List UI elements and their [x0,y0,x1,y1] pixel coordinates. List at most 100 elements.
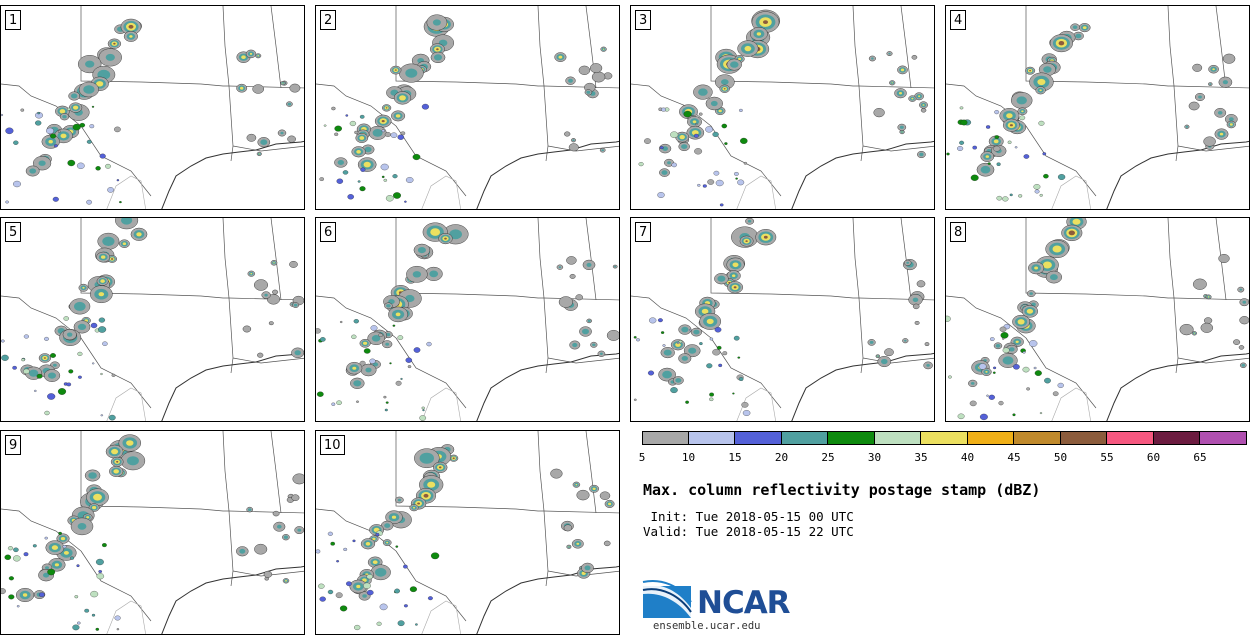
storm-cell [1034,266,1038,270]
storm-cells [638,9,928,207]
storm-cell [737,356,741,359]
storm-cell [126,456,139,466]
storm-cell [733,335,740,341]
storm-cell [633,336,637,339]
coastline [1106,140,1249,209]
storm-cell [253,279,268,291]
storm-cell [111,373,116,377]
state-border [543,510,619,514]
storm-cell [372,560,378,564]
storm-cell [319,177,324,181]
storm-cell [698,88,708,96]
storm-cell [405,357,413,363]
storm-cell [405,68,418,78]
ensemble-member-panel: 6 [315,217,620,422]
storm-cell [417,502,420,505]
colorbar-tick-label: 15 [728,451,742,464]
storm-cell [92,362,95,365]
storm-cell [363,161,371,168]
member-label: 7 [635,222,652,242]
storm-cell [381,175,385,179]
storm-cell [63,551,69,555]
storm-cell [53,144,58,148]
state-border [862,357,934,364]
storm-cell [608,502,612,506]
storm-cell [108,414,116,421]
storm-cell [116,179,120,182]
storm-cell [359,136,365,140]
storm-cell [395,545,399,548]
storm-cell [353,319,359,324]
storm-cell [732,392,735,395]
state-border [228,85,234,162]
storm-cell [21,358,25,362]
member-label: 3 [635,10,652,30]
storm-cell [1228,117,1234,122]
storm-cell [422,409,425,412]
valid-time: Valid: Tue 2018-05-15 22 UTC [643,524,854,539]
map-geography [1,218,304,421]
member-label: 6 [320,222,337,242]
state-border [900,218,912,301]
storm-cell [430,228,441,236]
storm-cell [661,107,666,112]
ensemble-member-panel: 10 [315,430,620,635]
storm-cell [586,262,592,267]
storm-cell [241,55,246,59]
storm-cell [316,549,321,554]
storm-cell [1188,101,1200,111]
storm-cell [763,20,768,24]
state-border [1167,218,1175,299]
storm-cell [1009,193,1013,197]
colorbar-swatch [1014,431,1061,445]
panel-map [1,6,304,209]
storm-cell [89,124,95,129]
storm-cell [70,556,75,560]
border-line [1051,175,1091,209]
storm-cell [1023,154,1030,159]
storm-cell [592,343,596,347]
storm-cell [74,301,86,311]
storm-cell [1044,377,1051,384]
storm-cell [359,186,366,192]
storm-cell [1192,278,1207,290]
storm-cell [77,523,87,530]
storm-cell [385,342,390,346]
map-geography [316,218,619,421]
storm-cell [1039,89,1042,92]
storm-cell [427,596,433,601]
storm-cell [1057,382,1064,388]
storm-cell [661,170,668,175]
storm-cell [409,586,417,593]
storm-cell [246,133,257,142]
storm-cell [743,161,748,165]
storm-cell [423,493,429,498]
storm-cell [122,242,127,245]
storm-cell [114,126,121,133]
storm-cell [636,338,640,342]
storm-cell [88,472,97,479]
ensemble-member-panel: 2 [315,5,620,210]
storm-cell [744,45,752,52]
storm-cell [400,377,403,380]
figure-title: Max. column reflectivity postage stamp (… [643,481,1041,499]
storm-cell [662,370,672,379]
storm-cell [50,133,57,139]
storm-cell [1043,66,1052,73]
state-border [543,297,549,374]
storm-cell [1068,230,1075,236]
storm-cell [62,115,67,119]
storm-cell [884,348,894,357]
storm-cell [1198,95,1202,99]
storm-cell [419,452,434,464]
storm-cell [68,369,74,374]
storm-cell [419,415,427,421]
storm-cell [126,440,134,446]
storm-cell [599,491,611,500]
storm-cell [994,110,1000,115]
colorbar-tick-label: 65 [1193,451,1207,464]
storm-cell [48,140,53,144]
storm-cell [287,102,292,106]
storm-cell [575,484,578,486]
colorbar-swatch [781,431,828,445]
